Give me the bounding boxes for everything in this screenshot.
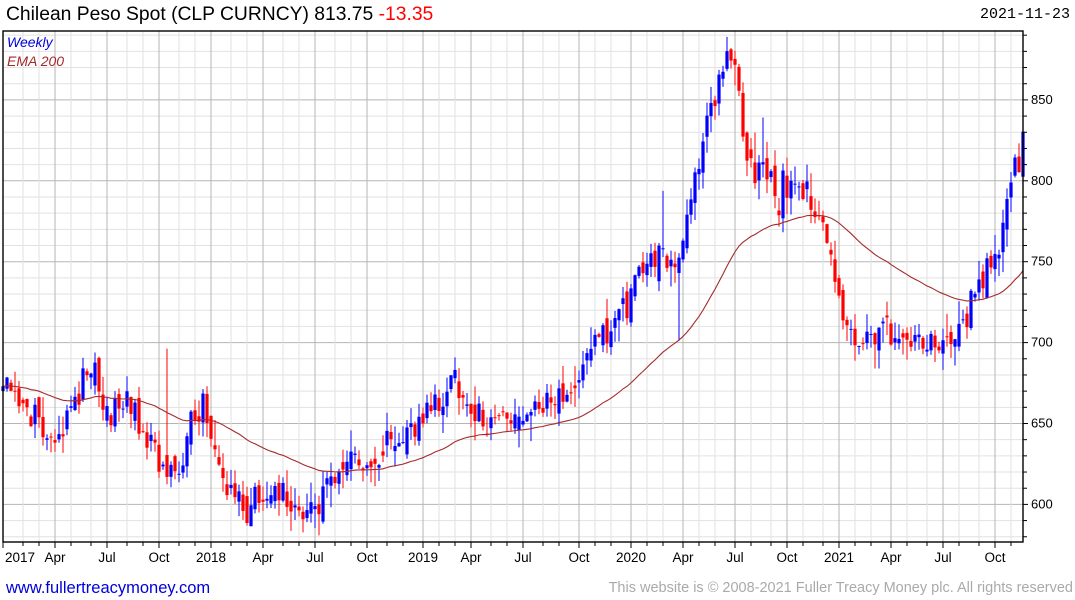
svg-text:Oct: Oct (148, 550, 169, 565)
svg-text:Oct: Oct (568, 550, 589, 565)
svg-text:800: 800 (1031, 173, 1053, 188)
svg-text:Apr: Apr (252, 550, 274, 565)
svg-text:Oct: Oct (984, 550, 1005, 565)
svg-text:Oct: Oct (776, 550, 797, 565)
svg-text:Jul: Jul (726, 550, 743, 565)
svg-text:Oct: Oct (356, 550, 377, 565)
svg-text:600: 600 (1031, 496, 1053, 511)
svg-text:Apr: Apr (44, 550, 66, 565)
svg-text:850: 850 (1031, 92, 1053, 107)
svg-text:Apr: Apr (880, 550, 902, 565)
svg-text:2021: 2021 (824, 550, 854, 565)
svg-text:Apr: Apr (672, 550, 694, 565)
svg-text:2019: 2019 (408, 550, 438, 565)
svg-text:Jul: Jul (514, 550, 531, 565)
svg-text:2020: 2020 (616, 550, 646, 565)
svg-text:Jul: Jul (306, 550, 323, 565)
svg-text:700: 700 (1031, 335, 1053, 350)
svg-text:2017: 2017 (5, 550, 35, 565)
svg-text:Apr: Apr (460, 550, 482, 565)
svg-text:Jul: Jul (934, 550, 951, 565)
svg-text:750: 750 (1031, 254, 1053, 269)
svg-text:2018: 2018 (196, 550, 226, 565)
svg-text:Jul: Jul (98, 550, 115, 565)
svg-text:650: 650 (1031, 416, 1053, 431)
